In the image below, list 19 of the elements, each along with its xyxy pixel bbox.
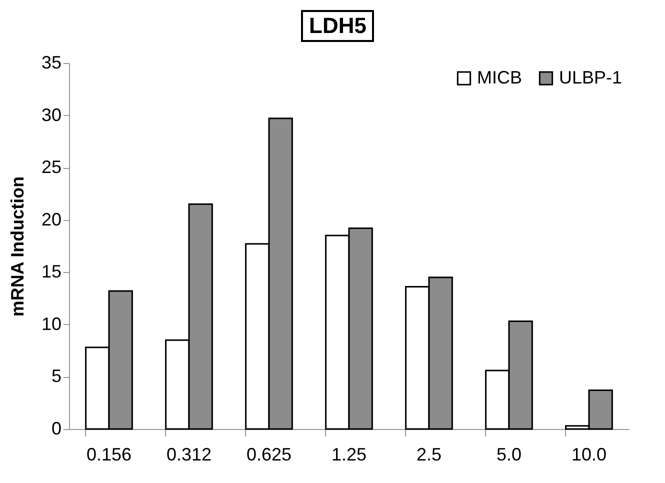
y-axis-title: mRNA Induction xyxy=(7,176,28,317)
y-tick-label: 30 xyxy=(41,104,62,125)
x-tick-label: 1.25 xyxy=(331,444,367,464)
y-tick-label: 10 xyxy=(41,314,62,334)
x-tick-label: 5.0 xyxy=(496,444,522,464)
y-tick-label: 0 xyxy=(51,418,62,438)
legend-label: MICB xyxy=(477,67,522,88)
x-tick-label: 0.156 xyxy=(86,444,132,464)
y-tick-label: 35 xyxy=(41,52,62,72)
y-tick-label: 5 xyxy=(51,366,62,386)
x-tick-label: 10.0 xyxy=(571,444,607,464)
legend-label: ULBP-1 xyxy=(559,67,622,88)
chart-title: LDH5 xyxy=(301,10,374,42)
x-tick-label: 2.5 xyxy=(416,444,442,464)
y-tick-label: 20 xyxy=(41,209,62,230)
x-tick-label: 0.625 xyxy=(246,444,292,464)
y-tick-label: 15 xyxy=(41,262,62,282)
y-tick-label: 25 xyxy=(41,157,62,178)
x-tick-label: 0.312 xyxy=(166,444,212,464)
